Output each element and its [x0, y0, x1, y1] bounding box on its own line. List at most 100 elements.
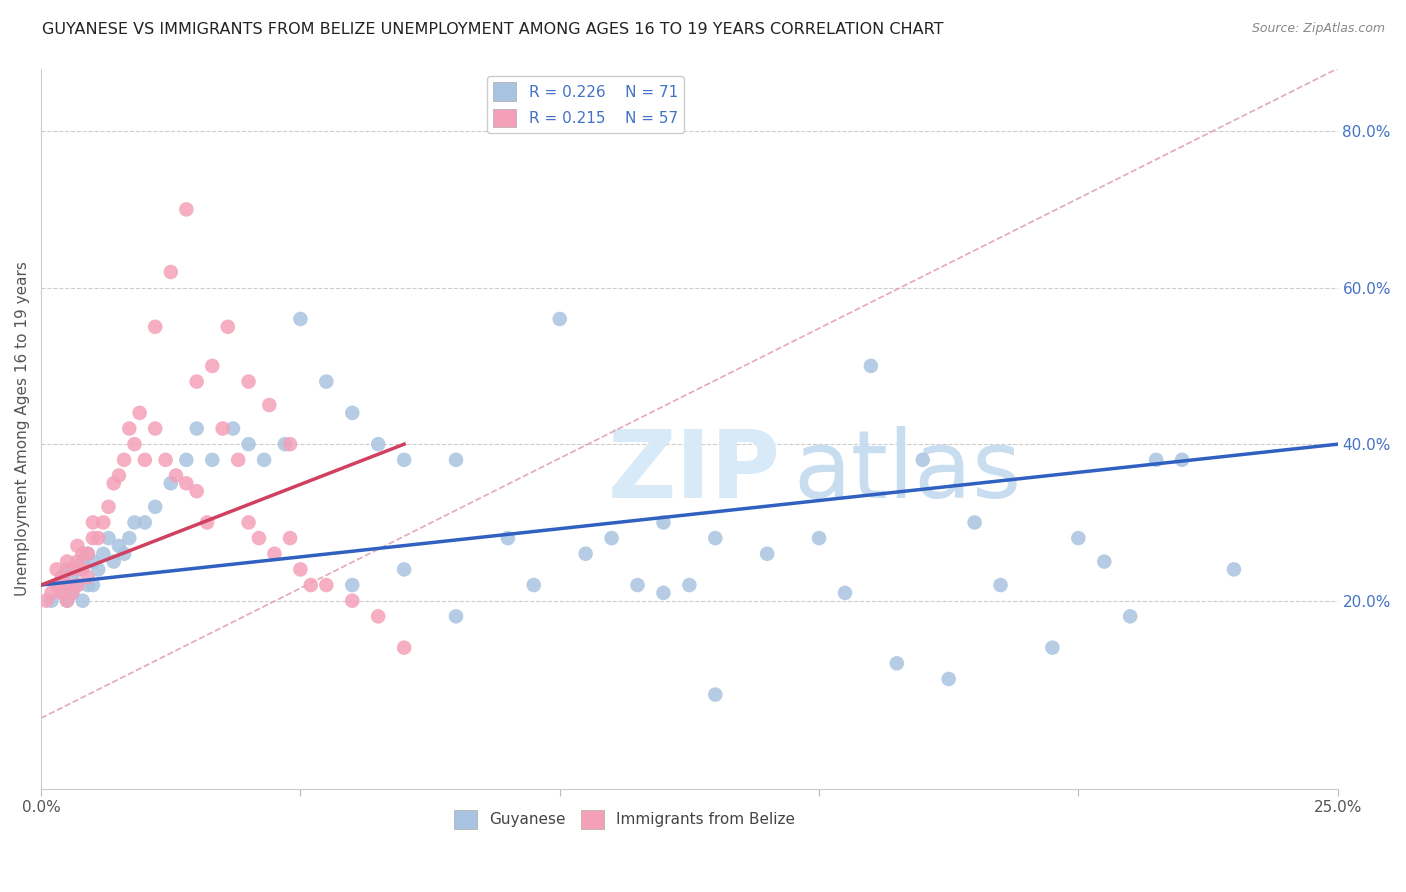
- Point: [82, 531, 104, 545]
- Point: [195, 516, 218, 530]
- Point: [82, 555, 104, 569]
- Point: [66, 539, 89, 553]
- Point: [222, 421, 245, 435]
- Point: [626, 578, 648, 592]
- Point: [124, 437, 146, 451]
- Point: [76, 570, 98, 584]
- Text: GUYANESE VS IMMIGRANTS FROM BELIZE UNEMPLOYMENT AMONG AGES 16 TO 19 YEARS CORREL: GUYANESE VS IMMIGRANTS FROM BELIZE UNEMP…: [42, 22, 943, 37]
- Point: [87, 562, 110, 576]
- Point: [45, 578, 67, 592]
- Point: [201, 453, 224, 467]
- Point: [290, 562, 312, 576]
- Point: [186, 421, 208, 435]
- Point: [392, 562, 415, 576]
- Point: [575, 547, 598, 561]
- Point: [963, 516, 986, 530]
- Point: [278, 531, 301, 545]
- Point: [342, 406, 364, 420]
- Point: [66, 578, 89, 592]
- Point: [76, 547, 98, 561]
- Point: [51, 570, 73, 584]
- Point: [108, 468, 131, 483]
- Point: [82, 516, 104, 530]
- Point: [278, 437, 301, 451]
- Point: [211, 421, 233, 435]
- Point: [938, 672, 960, 686]
- Point: [392, 640, 415, 655]
- Point: [238, 375, 260, 389]
- Point: [886, 657, 908, 671]
- Point: [159, 476, 181, 491]
- Point: [56, 578, 79, 592]
- Point: [51, 570, 73, 584]
- Point: [299, 578, 322, 592]
- Point: [367, 609, 389, 624]
- Point: [201, 359, 224, 373]
- Point: [56, 578, 79, 592]
- Point: [1042, 640, 1064, 655]
- Point: [259, 398, 281, 412]
- Point: [990, 578, 1012, 592]
- Point: [72, 547, 94, 561]
- Point: [159, 265, 181, 279]
- Point: [60, 562, 83, 576]
- Point: [41, 586, 63, 600]
- Point: [548, 312, 571, 326]
- Point: [253, 453, 276, 467]
- Point: [678, 578, 700, 592]
- Point: [176, 476, 198, 491]
- Point: [859, 359, 882, 373]
- Point: [808, 531, 831, 545]
- Point: [60, 586, 83, 600]
- Point: [128, 406, 150, 420]
- Point: [523, 578, 546, 592]
- Point: [103, 555, 125, 569]
- Point: [76, 578, 98, 592]
- Point: [652, 516, 675, 530]
- Point: [1144, 453, 1167, 467]
- Point: [911, 453, 934, 467]
- Point: [118, 421, 141, 435]
- Point: [66, 562, 89, 576]
- Text: Source: ZipAtlas.com: Source: ZipAtlas.com: [1251, 22, 1385, 36]
- Point: [1171, 453, 1194, 467]
- Point: [263, 547, 285, 561]
- Point: [652, 586, 675, 600]
- Point: [176, 202, 198, 217]
- Point: [45, 578, 67, 592]
- Point: [1119, 609, 1142, 624]
- Point: [155, 453, 177, 467]
- Point: [103, 476, 125, 491]
- Point: [134, 516, 156, 530]
- Point: [56, 593, 79, 607]
- Point: [134, 453, 156, 467]
- Point: [93, 516, 115, 530]
- Point: [56, 555, 79, 569]
- Text: ZIP: ZIP: [607, 425, 780, 517]
- Point: [108, 539, 131, 553]
- Point: [1092, 555, 1115, 569]
- Legend: Guyanese, Immigrants from Belize: Guyanese, Immigrants from Belize: [449, 804, 801, 835]
- Point: [143, 421, 166, 435]
- Point: [226, 453, 249, 467]
- Point: [112, 453, 135, 467]
- Text: atlas: atlas: [793, 425, 1021, 517]
- Point: [66, 555, 89, 569]
- Point: [41, 593, 63, 607]
- Point: [72, 593, 94, 607]
- Point: [176, 453, 198, 467]
- Point: [60, 570, 83, 584]
- Point: [118, 531, 141, 545]
- Point: [186, 484, 208, 499]
- Point: [72, 555, 94, 569]
- Point: [186, 375, 208, 389]
- Point: [315, 375, 337, 389]
- Point: [392, 453, 415, 467]
- Point: [76, 547, 98, 561]
- Point: [56, 593, 79, 607]
- Point: [834, 586, 856, 600]
- Point: [444, 609, 467, 624]
- Point: [367, 437, 389, 451]
- Point: [756, 547, 779, 561]
- Point: [97, 531, 120, 545]
